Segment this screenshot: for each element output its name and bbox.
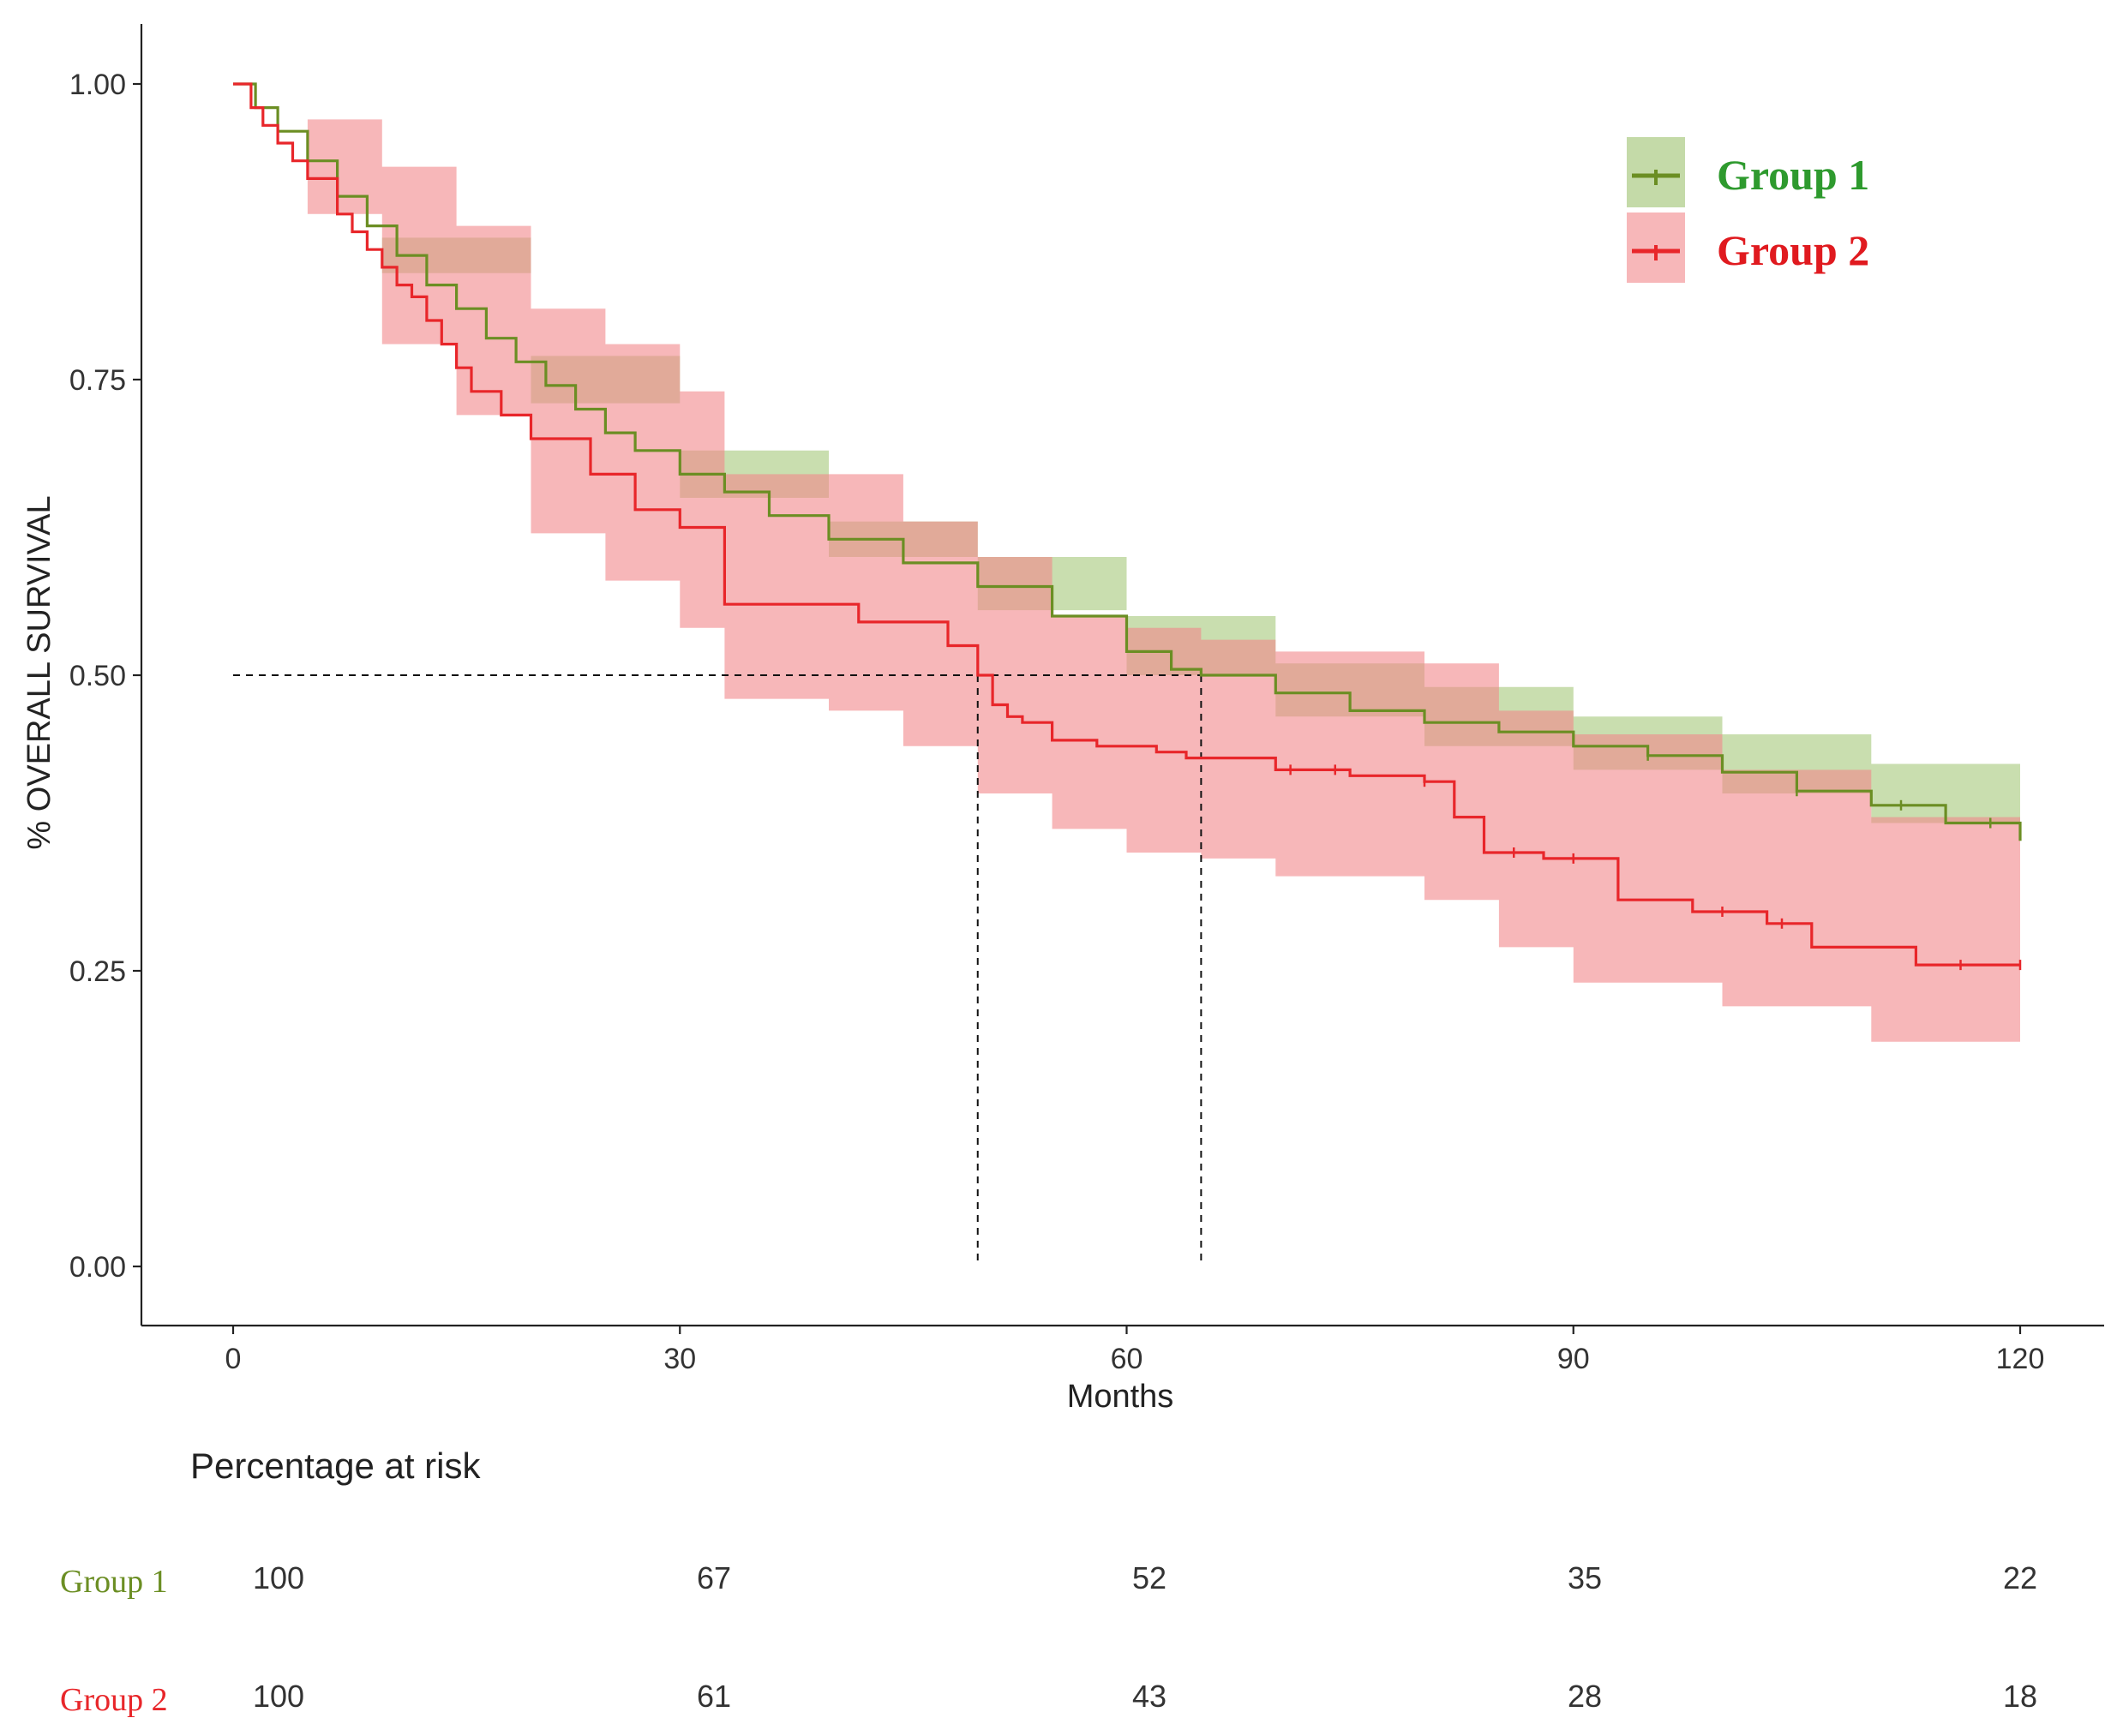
- y-tick-label: 0.50: [69, 660, 126, 692]
- x-tick-label: 30: [663, 1343, 696, 1375]
- risk-value-2-2: 61: [697, 1679, 731, 1714]
- confidence-bands: [233, 84, 2020, 1054]
- risk-value-1-3: 52: [1132, 1560, 1166, 1595]
- risk-value-1-2: 67: [697, 1560, 731, 1595]
- risk-value-2-5: 18: [2003, 1679, 2037, 1714]
- risk-table: Group 1 100 67 52 35 22 Group 2 100 61 43 28 18: [60, 1560, 2037, 1718]
- y-tick-label: 0.25: [69, 955, 126, 988]
- risk-row-label-1: Group 1: [60, 1564, 168, 1600]
- x-tick-label: 120: [1996, 1343, 2045, 1375]
- y-tick-label: 1.00: [69, 69, 126, 101]
- median-reference-lines: [233, 674, 1202, 1266]
- x-tick-label: 90: [1557, 1343, 1590, 1375]
- x-axis-title: Months: [1067, 1379, 1174, 1415]
- y-tick-label: 0.00: [69, 1251, 126, 1284]
- x-tick-label: 60: [1111, 1343, 1143, 1375]
- legend: Group 1 Group 2: [1627, 137, 1869, 283]
- risk-value-1-1: 100: [253, 1560, 304, 1595]
- survival-curves: [233, 82, 2022, 971]
- risk-value-1-5: 22: [2003, 1560, 2037, 1595]
- risk-value-2-3: 43: [1132, 1679, 1166, 1714]
- risk-value-2-4: 28: [1568, 1679, 1602, 1714]
- risk-value-1-4: 35: [1568, 1560, 1602, 1595]
- legend-label-1: Group 1: [1717, 151, 1869, 199]
- y-tick-label: 0.75: [69, 364, 126, 397]
- y-axis-title: % OVERALL SURVIVAL: [21, 495, 57, 849]
- risk-value-2-1: 100: [253, 1679, 304, 1714]
- legend-label-2: Group 2: [1717, 226, 1869, 274]
- survival-curve-2: [233, 82, 2020, 967]
- survival-curve-1: [233, 82, 2022, 841]
- confidence-band-2: [233, 84, 2020, 1054]
- risk-row-label-2: Group 2: [60, 1682, 168, 1718]
- axes: 0.00 0.25 0.50 0.75 1.00 0 30 60 90 120: [69, 24, 2104, 1375]
- x-tick-label: 0: [225, 1343, 242, 1375]
- risk-table-title: Percentage at risk: [190, 1446, 482, 1486]
